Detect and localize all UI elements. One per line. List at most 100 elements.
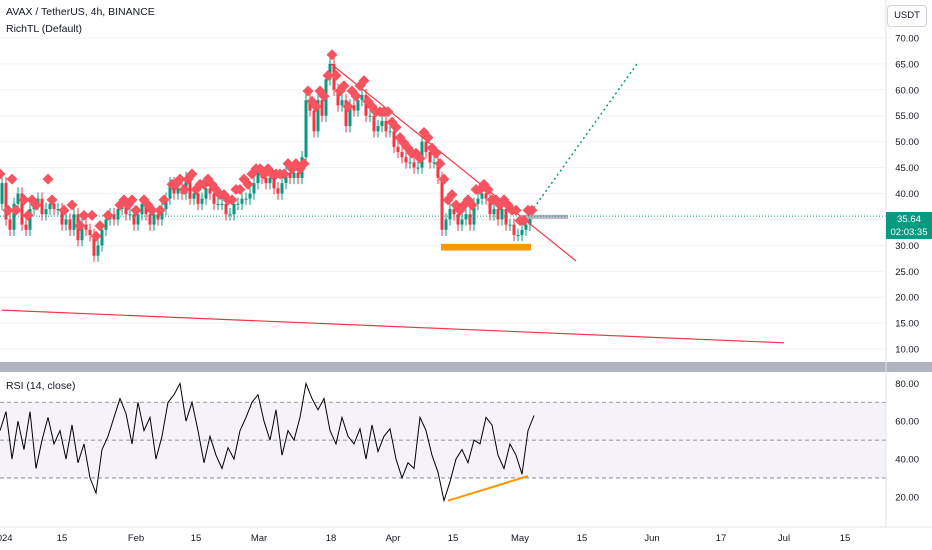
bearish-marker: [518, 215, 530, 227]
bearish-marker: [338, 80, 350, 92]
symbol-title[interactable]: AVAX / TetherUS, 4h, BINANCE: [6, 6, 155, 18]
candle-body: [252, 183, 256, 194]
candle-body: [24, 224, 28, 230]
bearish-marker: [126, 194, 138, 206]
candle-body: [268, 177, 272, 184]
bearish-marker: [414, 152, 426, 164]
candle-body: [472, 203, 476, 225]
time-axis-label: Mar: [251, 533, 267, 544]
candle-body: [140, 203, 144, 215]
candle-body: [4, 183, 8, 220]
candle-body: [28, 209, 32, 230]
candle-body: [500, 209, 504, 220]
candle-body: [392, 131, 396, 147]
candle-body: [396, 146, 400, 153]
candle-body: [460, 219, 464, 225]
candle-body: [376, 126, 380, 132]
candle-body: [212, 193, 216, 204]
candle-body: [160, 209, 164, 220]
breakout-level: [520, 214, 568, 219]
bearish-marker: [310, 101, 322, 113]
candle-body: [48, 203, 52, 210]
candle-body: [200, 198, 204, 204]
candle-body: [240, 198, 244, 204]
candle-body: [508, 224, 512, 226]
candle-body: [464, 214, 468, 220]
bearish-marker: [154, 204, 166, 216]
candle-body: [308, 100, 312, 111]
candle-body: [40, 198, 44, 215]
candle-body: [444, 219, 448, 230]
time-axis-label: Jul: [778, 533, 790, 544]
candle-body: [480, 193, 484, 199]
candle-body: [524, 224, 528, 230]
candle-body: [100, 229, 104, 246]
candle-body: [92, 234, 96, 256]
bearish-marker: [22, 209, 34, 221]
bearish-marker: [74, 220, 86, 232]
candle-body: [360, 94, 364, 101]
bearish-marker: [174, 173, 186, 185]
currency-button[interactable]: USDT: [887, 5, 927, 27]
bearish-marker: [422, 132, 434, 144]
candle-body: [372, 115, 376, 132]
price-axis-label: 65.00: [895, 59, 919, 70]
bearish-marker: [438, 173, 450, 185]
candle-body: [64, 219, 68, 225]
candle-body: [56, 209, 60, 211]
bearish-marker: [278, 168, 290, 180]
candle-body: [488, 198, 492, 215]
candle-body: [8, 219, 12, 230]
candle-body: [232, 203, 236, 215]
candle-body: [352, 105, 356, 111]
candle-body: [388, 131, 392, 133]
candle-body: [516, 234, 520, 236]
time-axis-label: 15: [191, 533, 202, 544]
price-axis-label: 70.00: [895, 33, 919, 44]
candle-body: [476, 198, 480, 204]
rsi-line: [0, 381, 535, 503]
rsi-axis-label: 40.00: [895, 455, 919, 466]
candle-body: [216, 203, 220, 205]
bearish-marker: [186, 168, 198, 180]
bearish-marker: [466, 199, 478, 211]
candle-body: [132, 214, 136, 225]
bearish-marker: [146, 204, 158, 216]
candle-body: [384, 120, 388, 132]
projection-path: [527, 63, 638, 217]
bearish-marker: [94, 220, 106, 232]
time-axis-label: 15: [840, 533, 851, 544]
candle-body: [492, 209, 496, 215]
indicator-title[interactable]: RichTL (Default): [6, 23, 83, 35]
candle-body: [436, 162, 440, 178]
candle-body: [368, 115, 372, 117]
bearish-marker: [430, 147, 442, 159]
candle-body: [484, 193, 488, 199]
candle-body: [408, 162, 412, 164]
time-axis-label: 15: [448, 533, 459, 544]
candle-body: [424, 141, 428, 153]
candle-body: [164, 198, 168, 210]
rsi-pane: [0, 381, 535, 503]
bearish-marker: [90, 230, 102, 242]
candle-body: [12, 203, 16, 230]
candle-body: [168, 183, 172, 199]
time-axis-label: 2024: [0, 533, 13, 544]
bearish-marker: [242, 178, 254, 190]
candle-body: [96, 245, 100, 256]
rsi-axis-label: 80.00: [895, 379, 919, 390]
candle-body: [156, 214, 160, 220]
price-candles: [0, 57, 532, 262]
rsi-title[interactable]: RSI (14, close): [6, 380, 76, 392]
candle-body: [496, 209, 500, 220]
candle-body: [72, 214, 76, 230]
candle-body: [116, 209, 120, 220]
time-axis-label: 15: [57, 533, 68, 544]
price-axis-label: 55.00: [895, 111, 919, 122]
candle-body: [356, 100, 360, 111]
bearish-marker: [350, 90, 362, 102]
candle-body: [452, 209, 456, 215]
candle-body: [344, 100, 348, 127]
price-axis-label: 40.00: [895, 189, 919, 200]
